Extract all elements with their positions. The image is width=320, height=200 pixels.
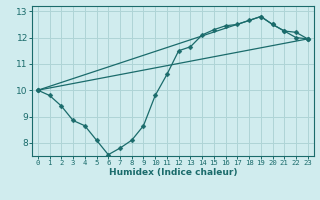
X-axis label: Humidex (Indice chaleur): Humidex (Indice chaleur) (108, 168, 237, 177)
